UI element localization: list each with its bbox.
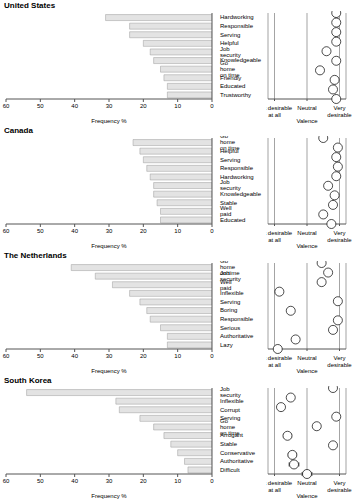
svg-text:30: 30 xyxy=(106,103,113,109)
svg-text:Boring: Boring xyxy=(220,307,237,313)
svg-text:20: 20 xyxy=(140,228,147,234)
svg-text:Frequency %: Frequency % xyxy=(91,243,127,249)
svg-text:Conservative: Conservative xyxy=(220,450,256,456)
svg-text:Difficult: Difficult xyxy=(220,467,240,473)
svg-text:Stable: Stable xyxy=(220,441,238,447)
svg-text:Serving: Serving xyxy=(220,157,240,163)
svg-text:30: 30 xyxy=(106,228,113,234)
svg-text:50: 50 xyxy=(37,478,44,484)
svg-text:Verydesirable: Verydesirable xyxy=(327,355,350,368)
svg-text:Trustworthy: Trustworthy xyxy=(220,92,251,98)
svg-text:Authoritative: Authoritative xyxy=(220,458,254,464)
svg-text:Neutral: Neutral xyxy=(297,105,316,111)
svg-text:Valence: Valence xyxy=(296,243,318,249)
svg-text:Responsible: Responsible xyxy=(220,316,254,322)
svg-text:Serving: Serving xyxy=(220,32,240,38)
svg-text:40: 40 xyxy=(71,228,78,234)
svg-text:Friendly: Friendly xyxy=(220,75,241,81)
svg-text:Helpful: Helpful xyxy=(220,148,239,154)
svg-text:Verydesirable: Verydesirable xyxy=(327,480,350,493)
svg-text:0: 0 xyxy=(210,228,214,234)
svg-text:Not desirableat all: Not desirableat all xyxy=(266,480,293,493)
svg-text:0: 0 xyxy=(210,478,214,484)
svg-text:Authoritative: Authoritative xyxy=(220,333,254,339)
svg-text:0: 0 xyxy=(210,103,214,109)
svg-text:10: 10 xyxy=(174,228,181,234)
svg-text:40: 40 xyxy=(71,353,78,359)
svg-text:Not desirableat all: Not desirableat all xyxy=(266,230,293,243)
svg-text:Gohomeon time: Gohomeon time xyxy=(220,261,240,276)
svg-text:Neutral: Neutral xyxy=(297,230,316,236)
svg-text:Responsible: Responsible xyxy=(220,23,254,29)
svg-text:Lazy: Lazy xyxy=(220,342,233,348)
svg-text:60: 60 xyxy=(8,103,10,109)
svg-text:Jobsecurity: Jobsecurity xyxy=(220,46,241,58)
svg-text:Serious: Serious xyxy=(220,325,240,331)
svg-text:20: 20 xyxy=(140,353,147,359)
svg-text:Frequency %: Frequency % xyxy=(91,493,127,499)
svg-text:Not desirableat all: Not desirableat all xyxy=(266,355,293,368)
svg-text:50: 50 xyxy=(37,103,44,109)
svg-text:Valence: Valence xyxy=(296,493,318,499)
svg-text:Inflexible: Inflexible xyxy=(220,290,244,296)
svg-text:40: 40 xyxy=(71,103,78,109)
svg-text:10: 10 xyxy=(174,103,181,109)
svg-text:Hardworking: Hardworking xyxy=(220,14,254,20)
svg-text:Jobsecurity: Jobsecurity xyxy=(220,179,241,191)
svg-text:Inflexible: Inflexible xyxy=(220,398,244,404)
svg-text:Educated: Educated xyxy=(220,83,245,89)
svg-text:40: 40 xyxy=(71,478,78,484)
svg-text:Knowledgeable: Knowledgeable xyxy=(220,191,262,197)
svg-text:0: 0 xyxy=(210,353,214,359)
svg-text:60: 60 xyxy=(8,478,10,484)
svg-text:50: 50 xyxy=(37,228,44,234)
svg-text:Neutral: Neutral xyxy=(297,480,316,486)
svg-text:Jobsecurity: Jobsecurity xyxy=(220,386,241,398)
svg-text:Neutral: Neutral xyxy=(297,355,316,361)
svg-text:Wellpaid: Wellpaid xyxy=(220,205,232,217)
svg-text:Valence: Valence xyxy=(296,118,318,124)
svg-text:10: 10 xyxy=(174,478,181,484)
svg-text:Frequency %: Frequency % xyxy=(91,118,127,124)
svg-text:Educated: Educated xyxy=(220,217,245,223)
svg-text:60: 60 xyxy=(8,353,10,359)
svg-text:60: 60 xyxy=(8,228,10,234)
svg-text:Frequency %: Frequency % xyxy=(91,368,127,374)
svg-text:50: 50 xyxy=(37,353,44,359)
svg-text:Valence: Valence xyxy=(296,368,318,374)
svg-text:Verydesirable: Verydesirable xyxy=(327,105,350,118)
svg-text:20: 20 xyxy=(140,478,147,484)
svg-text:Responsible: Responsible xyxy=(220,165,254,171)
svg-text:Wellpaid: Wellpaid xyxy=(220,279,232,291)
svg-text:30: 30 xyxy=(106,353,113,359)
svg-text:Not desirableat all: Not desirableat all xyxy=(266,105,293,118)
svg-text:10: 10 xyxy=(174,353,181,359)
svg-text:Verydesirable: Verydesirable xyxy=(327,230,350,243)
svg-text:Serving: Serving xyxy=(220,299,240,305)
svg-text:30: 30 xyxy=(106,478,113,484)
svg-text:Corrupt: Corrupt xyxy=(220,407,240,413)
svg-text:Arrogant: Arrogant xyxy=(220,432,243,438)
svg-text:20: 20 xyxy=(140,103,147,109)
